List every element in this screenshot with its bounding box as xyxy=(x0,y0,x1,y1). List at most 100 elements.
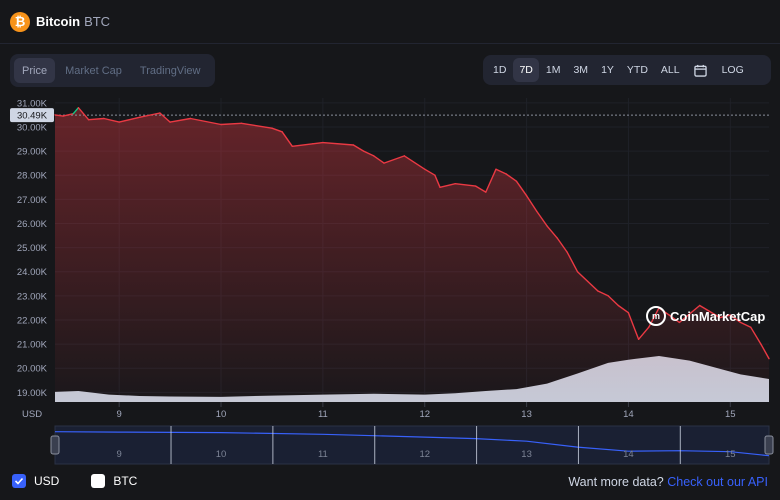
range-1d-button[interactable]: 1D xyxy=(493,64,507,76)
price-line-segment xyxy=(515,180,528,197)
y-tick-label: 25.00K xyxy=(17,243,48,254)
price-line-segment xyxy=(322,141,355,146)
navigator-tick-label: 10 xyxy=(216,449,227,460)
chart-type-tabs: Price Market Cap TradingView xyxy=(10,54,215,87)
range-7d-button[interactable]: 7D xyxy=(513,58,539,82)
api-promo-text: Want more data? xyxy=(568,475,664,489)
price-line-segment xyxy=(189,117,222,126)
navigator-tick-label: 9 xyxy=(117,449,122,460)
chart-header: ₿ Bitcoin BTC xyxy=(0,0,780,44)
price-line-segment xyxy=(536,210,548,227)
coinmarketcap-watermark: m CoinMarketCap xyxy=(646,306,765,326)
price-line-segment xyxy=(525,194,538,213)
y-tick-label: 20.00K xyxy=(17,364,48,375)
price-line-segment xyxy=(118,116,141,123)
y-tick-label: 24.00K xyxy=(17,267,48,278)
price-line-segment xyxy=(281,131,293,148)
y-tick-label: 30.00K xyxy=(17,122,48,133)
bitcoin-logo-icon: ₿ xyxy=(10,11,30,32)
range-1y-button[interactable]: 1Y xyxy=(601,64,614,76)
x-tick-label: 12 xyxy=(419,409,430,420)
price-area-fill xyxy=(55,107,769,402)
tab-tradingview[interactable]: TradingView xyxy=(139,64,201,77)
range-3m-button[interactable]: 3M xyxy=(573,64,589,76)
api-link[interactable]: Check out our API xyxy=(667,475,768,489)
navigator-tick-label: 14 xyxy=(623,449,634,460)
price-line-segment xyxy=(72,106,80,115)
price-line-segment xyxy=(475,185,487,193)
range-all-button[interactable]: ALL xyxy=(660,64,680,76)
price-line-segment xyxy=(220,122,243,126)
tab-price[interactable]: Price xyxy=(14,58,56,83)
range-navigator xyxy=(54,425,770,465)
usd-checkbox[interactable] xyxy=(12,474,26,488)
range-1m-button[interactable]: 1M xyxy=(545,64,561,76)
y-tick-label: 31.00K xyxy=(17,98,48,109)
price-line-segment xyxy=(439,182,456,189)
price-line-segment xyxy=(352,144,365,152)
coin-symbol: BTC xyxy=(84,14,111,29)
price-line-segment xyxy=(750,326,762,345)
navigator-left-handle[interactable] xyxy=(50,435,60,455)
price-line-segment xyxy=(87,117,105,121)
x-tick-label: 11 xyxy=(318,409,328,420)
price-line-segment xyxy=(495,168,507,175)
range-ytd-button[interactable]: YTD xyxy=(626,64,648,76)
price-line-segment xyxy=(373,155,385,164)
x-tick-label: 15 xyxy=(725,409,736,420)
price-line-segment xyxy=(546,225,558,239)
navigator-tick-label: 11 xyxy=(318,449,328,460)
current-price-label: 30.49K xyxy=(17,111,48,122)
price-line-segment xyxy=(62,112,75,117)
price-line-segment xyxy=(760,343,770,360)
price-line-segment xyxy=(362,150,375,157)
btc-checkbox[interactable] xyxy=(91,474,106,488)
price-line-segment xyxy=(54,114,64,117)
tab-market-cap[interactable]: Market Cap xyxy=(65,64,122,77)
price-line-segment xyxy=(434,174,441,189)
price-line-segment xyxy=(424,168,436,176)
x-tick-label: 13 xyxy=(521,409,532,420)
coinmarketcap-logo-icon: m xyxy=(646,306,666,326)
price-line-segment xyxy=(576,271,589,283)
price-line-segment xyxy=(556,237,568,254)
price-line-segment xyxy=(597,290,609,297)
y-tick-label: 21.00K xyxy=(17,340,48,351)
time-range-selector: 1D 7D 1M 3M 1Y YTD ALL LOG xyxy=(483,55,771,85)
y-tick-label: 19.00K xyxy=(17,388,48,399)
log-scale-toggle[interactable]: LOG xyxy=(721,64,744,76)
navigator-tick-label: 12 xyxy=(419,449,430,460)
price-line-segment xyxy=(159,112,171,123)
price-line-segment xyxy=(103,117,120,123)
price-line-segment xyxy=(454,182,477,187)
y-tick-label: 29.00K xyxy=(17,147,48,158)
price-line-segment xyxy=(169,117,192,123)
y-tick-label: 22.00K xyxy=(17,315,48,326)
price-line-segment xyxy=(77,106,90,121)
coin-name: Bitcoin xyxy=(36,14,81,29)
price-line-segment xyxy=(617,304,630,314)
calendar-icon[interactable] xyxy=(687,58,715,82)
price-line-segment xyxy=(729,314,742,324)
price-line-segment xyxy=(719,314,731,319)
y-tick-label: 28.00K xyxy=(17,171,48,182)
price-line-segment xyxy=(138,112,161,119)
y-axis-unit-label: USD xyxy=(22,409,42,420)
price-line-segment xyxy=(271,127,283,133)
price-line-segment xyxy=(668,314,681,324)
price-line-segment xyxy=(699,304,721,319)
btc-legend-label: BTC xyxy=(113,474,138,488)
price-line-segment xyxy=(383,155,406,164)
price-line-segment xyxy=(485,168,497,193)
price-line-segment xyxy=(587,280,599,292)
price-line-segment xyxy=(505,173,518,182)
price-line-segment xyxy=(240,122,273,129)
price-line-segment xyxy=(627,312,640,340)
price-line-segment xyxy=(739,321,752,328)
x-tick-label: 10 xyxy=(216,409,227,420)
navigator-line xyxy=(54,431,770,457)
api-promo: Want more data? Check out our API xyxy=(568,475,768,489)
current-price-badge xyxy=(10,108,54,123)
navigator-right-handle[interactable] xyxy=(764,435,774,455)
